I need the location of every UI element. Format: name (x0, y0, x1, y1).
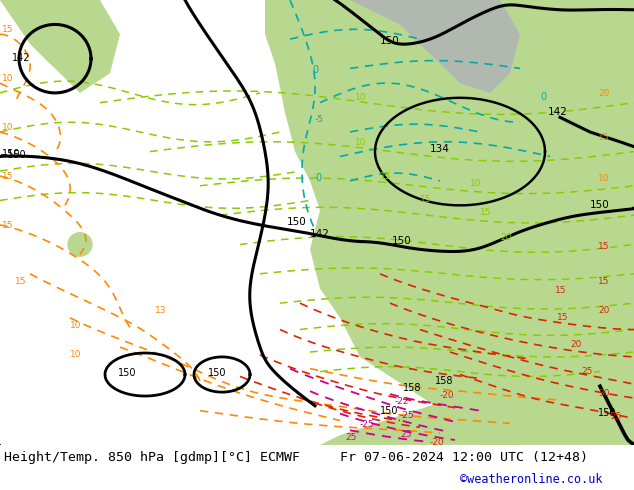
Text: 15: 15 (480, 208, 491, 217)
Text: 150: 150 (598, 408, 616, 417)
Polygon shape (265, 0, 634, 445)
Text: 25: 25 (345, 433, 356, 442)
Text: -22: -22 (395, 397, 410, 406)
Text: 158: 158 (403, 383, 422, 393)
Text: 134: 134 (430, 144, 450, 153)
Text: 15: 15 (15, 276, 27, 286)
Text: 25: 25 (400, 430, 411, 439)
Text: 15: 15 (598, 276, 609, 286)
Text: 20: 20 (570, 340, 581, 349)
Text: 10: 10 (2, 123, 13, 132)
Text: 150: 150 (392, 237, 411, 246)
Text: Fr 07-06-2024 12:00 UTC (12+48): Fr 07-06-2024 12:00 UTC (12+48) (340, 451, 588, 465)
Text: 20: 20 (598, 306, 609, 315)
Text: 25: 25 (610, 412, 621, 420)
Polygon shape (0, 0, 80, 64)
Text: 0: 0 (315, 173, 321, 183)
Text: 30: 30 (598, 389, 609, 398)
Text: 142: 142 (548, 107, 568, 118)
Text: 10: 10 (70, 320, 82, 330)
Text: 15: 15 (598, 243, 609, 251)
Text: 15: 15 (557, 313, 569, 322)
Text: 0: 0 (312, 65, 318, 75)
Text: -20: -20 (440, 391, 455, 400)
Text: 142: 142 (12, 52, 30, 63)
Text: 0: 0 (540, 92, 546, 102)
Text: 150: 150 (380, 36, 400, 46)
Text: 10: 10 (470, 179, 481, 188)
Text: 142: 142 (310, 229, 330, 239)
Text: 20: 20 (598, 89, 609, 98)
Text: 150: 150 (2, 149, 20, 159)
Text: 10: 10 (355, 138, 366, 147)
Text: 15: 15 (2, 221, 13, 230)
Text: 150: 150 (287, 217, 307, 227)
Text: 10: 10 (355, 93, 366, 102)
Polygon shape (320, 298, 634, 445)
Text: 10: 10 (70, 350, 82, 359)
Text: 150: 150 (380, 406, 399, 416)
Text: 10: 10 (2, 74, 13, 83)
Text: 25: 25 (581, 367, 592, 375)
Text: 158: 158 (435, 376, 453, 386)
Polygon shape (0, 0, 120, 93)
Text: -25: -25 (360, 420, 375, 429)
Text: 10: 10 (598, 174, 609, 183)
Text: 15: 15 (598, 133, 609, 142)
Text: Height/Temp. 850 hPa [gdmp][°C] ECMWF: Height/Temp. 850 hPa [gdmp][°C] ECMWF (4, 451, 300, 465)
Text: 15: 15 (2, 172, 13, 181)
Text: 20: 20 (500, 233, 512, 242)
Text: -20: -20 (430, 438, 444, 447)
Text: 150: 150 (590, 200, 610, 210)
Text: 150: 150 (208, 368, 226, 378)
Text: 15: 15 (380, 172, 392, 181)
Text: 15: 15 (420, 196, 432, 204)
Polygon shape (310, 0, 634, 308)
Polygon shape (350, 0, 520, 93)
Text: -25: -25 (400, 411, 415, 419)
Text: ©weatheronline.co.uk: ©weatheronline.co.uk (460, 473, 602, 487)
Text: 150: 150 (118, 368, 136, 378)
Text: 15: 15 (2, 25, 13, 34)
Text: 15: 15 (555, 286, 567, 295)
Circle shape (68, 233, 92, 256)
Text: −150: −150 (0, 150, 27, 160)
Text: -5: -5 (315, 115, 324, 124)
Text: 13: 13 (155, 306, 167, 315)
